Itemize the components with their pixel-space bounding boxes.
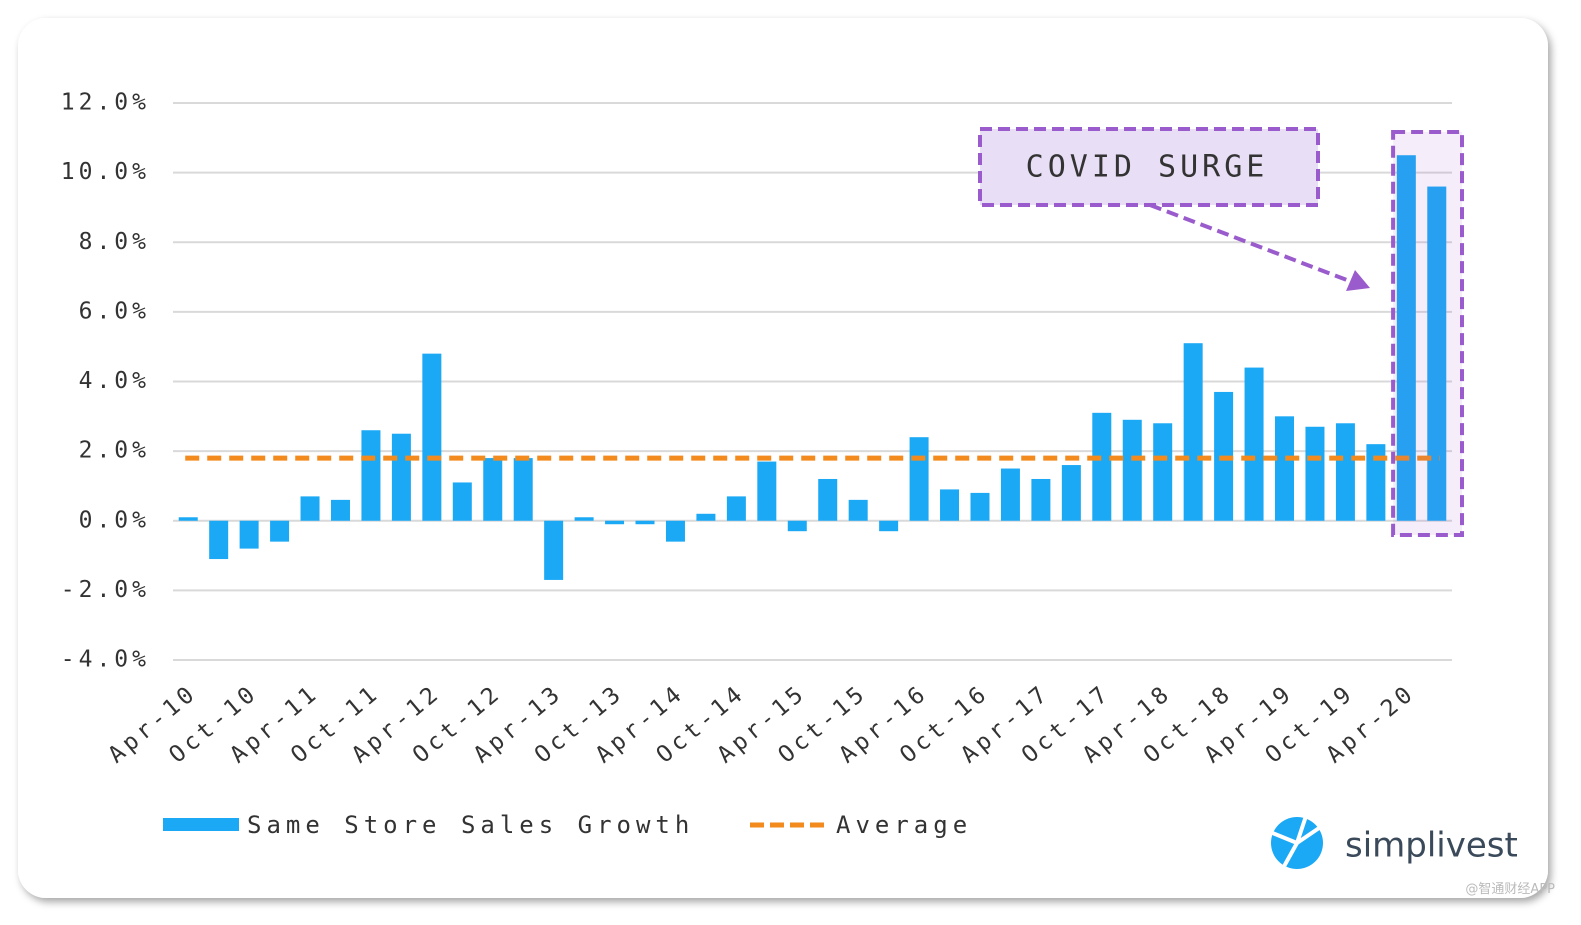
bar	[818, 478, 838, 521]
bar	[909, 437, 929, 521]
bar	[1092, 412, 1112, 521]
brand: simplivest	[1345, 826, 1518, 866]
logo: simplivest	[1269, 815, 1518, 871]
bar	[300, 496, 320, 521]
y-tick-label: -2.0%	[61, 577, 150, 603]
bar	[696, 513, 716, 521]
bar	[1031, 478, 1051, 521]
watermark: @智通财经APP	[1465, 882, 1555, 897]
y-tick-label: 4.0%	[79, 368, 150, 394]
bar	[422, 353, 442, 521]
bar	[726, 496, 746, 521]
y-tick-label: 8.0%	[79, 229, 150, 255]
y-tick-label: 12.0%	[61, 90, 150, 116]
arrow-head	[1346, 270, 1370, 291]
bar	[330, 499, 350, 521]
legend-swatch	[163, 818, 239, 831]
bar	[1000, 468, 1020, 521]
bar	[1335, 423, 1355, 521]
bar	[513, 458, 533, 521]
bar	[239, 520, 259, 549]
bar	[940, 489, 960, 521]
bar	[1275, 416, 1295, 521]
bar	[665, 520, 685, 542]
bar	[452, 482, 472, 521]
legend-label: Same Store Sales Growth	[247, 811, 694, 839]
annotation-box	[978, 127, 1320, 207]
bar	[1366, 444, 1386, 521]
logo-lines	[1269, 815, 1324, 871]
y-tick-label: 6.0%	[79, 298, 150, 324]
highlight-box	[1391, 130, 1464, 537]
bar	[1244, 367, 1264, 521]
bar	[1122, 419, 1142, 521]
bar	[635, 520, 655, 525]
bar	[483, 458, 503, 521]
bar	[361, 430, 381, 521]
bar	[1305, 426, 1325, 521]
bar	[544, 520, 564, 580]
bar	[1427, 186, 1447, 521]
bar	[757, 461, 777, 521]
bar	[1061, 465, 1081, 521]
bar	[605, 520, 625, 525]
bar	[848, 499, 868, 521]
bar	[970, 492, 990, 521]
y-tick-label: -4.0%	[61, 647, 150, 673]
annotation: COVID SURGE	[1026, 150, 1269, 185]
bar	[270, 520, 290, 542]
bar	[574, 517, 594, 521]
bar	[879, 520, 899, 532]
bar	[787, 520, 807, 532]
bar	[209, 520, 229, 560]
y-tick-label: 0.0%	[79, 507, 150, 533]
annotation-arrow	[1149, 203, 1353, 284]
bar	[178, 517, 198, 521]
bar	[1153, 423, 1173, 521]
bar	[1183, 343, 1203, 521]
bar	[391, 433, 411, 521]
legend-label: Average	[836, 811, 972, 839]
bar	[1396, 155, 1416, 521]
y-tick-label: 2.0%	[79, 438, 150, 464]
y-tick-label: 10.0%	[61, 159, 150, 185]
